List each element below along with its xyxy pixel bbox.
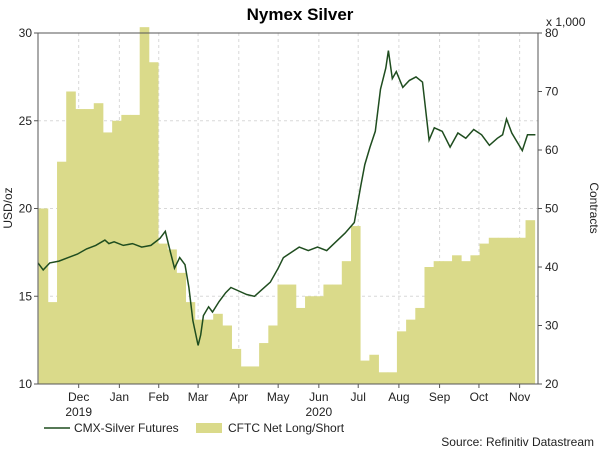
cftc-bar <box>148 62 159 384</box>
cftc-bar <box>406 319 416 384</box>
cftc-bar <box>268 325 278 384</box>
right-tick-label: 60 <box>545 143 559 157</box>
cftc-bar <box>84 109 95 385</box>
cftc-bar <box>130 114 141 385</box>
cftc-bar <box>295 307 306 384</box>
cftc-bar <box>102 132 113 384</box>
left-tick-label: 10 <box>19 377 33 391</box>
cftc-bar <box>158 243 168 384</box>
right-axis-label: Contracts <box>587 182 600 233</box>
cftc-bar <box>461 261 471 384</box>
cftc-bar <box>185 302 196 384</box>
legend-swatch-cftc <box>196 423 222 433</box>
cftc-bar <box>167 249 177 384</box>
cftc-bar <box>305 296 315 384</box>
x-tick-label: Jun <box>309 390 328 404</box>
x-tick-label: Jul <box>351 390 366 404</box>
x-tick-label: May <box>267 390 290 404</box>
cftc-bar <box>231 348 242 384</box>
cftc-bar <box>341 261 352 384</box>
cftc-bar <box>277 284 288 384</box>
cftc-bar <box>222 325 232 384</box>
cftc-bar <box>479 243 490 384</box>
cftc-bar <box>66 91 76 384</box>
right-axis-ticks: 20 30 40 50 60 70 80 <box>538 26 559 391</box>
cftc-bar <box>213 313 223 384</box>
x-year-label: 2020 <box>305 405 332 419</box>
cftc-bar <box>470 255 481 384</box>
cftc-bar <box>396 331 407 384</box>
cftc-bar <box>139 27 150 385</box>
cftc-bar <box>194 319 205 384</box>
left-tick-label: 20 <box>19 202 33 216</box>
x-tick-label: Mar <box>188 390 209 404</box>
cftc-bar <box>57 161 67 384</box>
cftc-bar <box>387 372 398 384</box>
left-axis-ticks: 10 15 20 25 30 <box>19 26 38 391</box>
cftc-bar <box>259 343 269 384</box>
cftc-bar <box>314 296 324 384</box>
x-axis-ticks: Dec Jan Feb Mar Apr May Jun Jul Aug Sep Oct Nov 2019… <box>65 384 530 419</box>
cftc-bar <box>121 114 131 385</box>
right-tick-label: 40 <box>545 260 559 274</box>
x-tick-label: Sep <box>429 390 451 404</box>
cftc-bar <box>332 284 343 384</box>
cftc-bar <box>433 261 444 384</box>
cftc-bar <box>38 208 49 384</box>
cftc-bar <box>112 120 122 384</box>
cftc-bar <box>424 267 435 384</box>
left-tick-label: 30 <box>19 26 33 40</box>
cftc-bar <box>415 307 425 384</box>
right-tick-label: 20 <box>545 377 559 391</box>
x-tick-label: Oct <box>470 390 489 404</box>
cftc-bar <box>525 220 536 384</box>
cftc-bar <box>360 360 370 384</box>
silver-futures-line <box>37 50 536 346</box>
legend-label-cftc: CFTC Net Long/Short <box>228 421 345 435</box>
cftc-bar <box>323 284 334 384</box>
right-tick-label: 30 <box>545 319 559 333</box>
cftc-bar <box>516 237 526 384</box>
source-note: Source: Refinitiv Datastream <box>441 435 594 449</box>
cftc-bar <box>286 284 297 384</box>
cftc-bar <box>488 237 499 384</box>
x-tick-label: Feb <box>148 390 169 404</box>
cftc-bar <box>378 372 389 384</box>
right-axis-multiplier: x 1,000 <box>546 15 586 29</box>
cftc-bar <box>47 302 58 384</box>
x-tick-label: Nov <box>509 390 530 404</box>
cftc-bar <box>369 354 379 384</box>
left-tick-label: 15 <box>19 289 33 303</box>
cftc-bar <box>249 366 260 384</box>
cftc-bar <box>497 237 508 384</box>
x-tick-label: Aug <box>388 390 409 404</box>
legend-label-silver: CMX-Silver Futures <box>74 421 179 435</box>
cftc-bar <box>350 226 361 384</box>
chart-title: Nymex Silver <box>247 5 354 24</box>
cftc-bar <box>507 237 517 384</box>
legend: CMX-Silver Futures CFTC Net Long/Short <box>44 421 345 435</box>
x-tick-label: Apr <box>229 390 248 404</box>
cftc-bar <box>176 272 187 384</box>
right-tick-label: 50 <box>545 202 559 216</box>
x-tick-label: Jan <box>110 390 129 404</box>
cftc-bar <box>452 255 462 384</box>
left-axis-label: USD/oz <box>1 187 15 228</box>
cftc-bar <box>442 261 453 384</box>
cftc-bar <box>204 319 214 384</box>
cftc-bars <box>38 27 536 385</box>
x-tick-label: Dec <box>68 390 89 404</box>
right-tick-label: 80 <box>545 26 559 40</box>
cftc-bar <box>240 366 251 384</box>
cftc-bar <box>75 109 85 385</box>
x-year-label: 2019 <box>65 405 92 419</box>
left-tick-label: 25 <box>19 114 33 128</box>
right-tick-label: 70 <box>545 85 559 99</box>
